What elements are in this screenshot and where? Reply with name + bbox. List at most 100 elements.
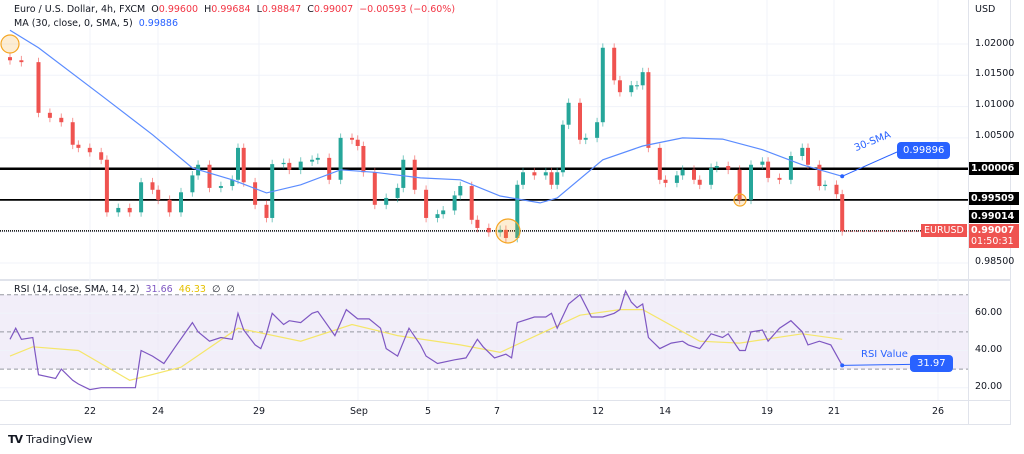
candle-body xyxy=(36,62,41,113)
candle-body xyxy=(578,102,582,140)
candle-body xyxy=(697,179,702,185)
candle-body xyxy=(401,159,406,188)
candle-body xyxy=(150,182,155,190)
time-tick: 21 xyxy=(827,406,841,417)
tradingview-logo[interactable]: TV TradingView xyxy=(8,433,93,446)
candle-body xyxy=(640,72,645,86)
candle-body xyxy=(8,57,12,61)
rsi-label: RSI (14, close, SMA, 14, 2) xyxy=(14,284,140,295)
candle-body xyxy=(441,210,446,215)
bottom-border xyxy=(0,424,1010,425)
sma-annotation-dot xyxy=(840,174,845,179)
highlight-circle xyxy=(0,34,20,54)
candle-body xyxy=(503,229,508,238)
candle-body xyxy=(635,85,639,87)
symbol-legend: Euro / U.S. Dollar, 4h, FXCM O0.99600 H0… xyxy=(14,4,455,15)
candle-body xyxy=(395,187,400,198)
candle-body xyxy=(458,186,463,196)
candle-body xyxy=(207,164,212,188)
candle-body xyxy=(435,214,440,218)
candle-body xyxy=(486,227,491,233)
rsi-legend[interactable]: RSI (14, close, SMA, 14, 2) 31.66 46.33 … xyxy=(14,284,235,295)
candle-body xyxy=(840,194,845,232)
candle-body xyxy=(350,137,354,140)
level-label-1: 1.00006 xyxy=(969,162,1019,175)
candle-body xyxy=(788,156,793,180)
candle-body xyxy=(355,139,360,146)
candle-body xyxy=(515,184,520,238)
candle-body xyxy=(59,117,64,123)
candle-body xyxy=(218,186,223,188)
candle-body xyxy=(412,159,417,190)
candle-body xyxy=(372,172,377,205)
candle-body xyxy=(583,137,588,140)
candle-body xyxy=(834,184,839,195)
candle-body xyxy=(680,169,685,176)
candle-body xyxy=(99,152,104,160)
highlight-circle xyxy=(733,193,747,207)
time-tick: 22 xyxy=(83,406,97,417)
candle-body xyxy=(167,199,172,213)
time-tick: 26 xyxy=(931,406,945,417)
candle-body xyxy=(179,192,183,213)
price-tick: 1.01500 xyxy=(975,68,1015,79)
sma-annotation-value: 0.99896 xyxy=(897,142,951,159)
time-axis-border xyxy=(0,400,1010,401)
candle-body xyxy=(139,182,144,213)
candle-body xyxy=(156,189,161,200)
candle-body xyxy=(549,172,554,185)
high-label: H xyxy=(204,4,212,15)
candle-body xyxy=(236,147,240,180)
rsi-extra-2: ∅ xyxy=(226,284,235,295)
candle-body xyxy=(817,164,822,187)
bar-countdown: 01:50:31 xyxy=(971,236,1014,247)
symbol-title: Euro / U.S. Dollar, 4h, FXCM xyxy=(14,4,146,15)
candle-body xyxy=(646,72,651,148)
candle-body xyxy=(657,147,662,180)
candle-body xyxy=(264,204,269,218)
rsi-ma-value: 46.33 xyxy=(178,284,206,295)
candle-body xyxy=(674,175,679,183)
candle-body xyxy=(338,137,343,180)
time-tick: 12 xyxy=(591,406,605,417)
ma-legend[interactable]: MA (30, close, 0, SMA, 5) 0.99886 xyxy=(14,18,178,29)
price-tick: 1.02000 xyxy=(975,38,1015,49)
candle-body xyxy=(800,147,805,157)
candle-body xyxy=(47,112,52,118)
candle-body xyxy=(532,172,537,176)
time-tick: 5 xyxy=(424,406,432,417)
close-label: C xyxy=(307,4,314,15)
level-label-3: 0.99014 xyxy=(969,210,1019,223)
low-label: L xyxy=(256,4,262,15)
current-price-label: 0.99007 01:50:31 xyxy=(969,224,1019,248)
candle-body xyxy=(87,147,92,153)
candle-body xyxy=(617,80,622,93)
candle-body xyxy=(612,47,617,81)
candle-body xyxy=(384,197,389,205)
current-price: 0.99007 xyxy=(971,225,1015,236)
level-label-2: 0.99509 xyxy=(969,192,1019,205)
candle-body xyxy=(806,147,810,165)
candle-body xyxy=(709,167,714,185)
candle-body xyxy=(777,177,782,180)
candle-body xyxy=(629,85,634,93)
candle-body xyxy=(253,182,258,205)
time-tick: Sep xyxy=(350,406,368,417)
candle-body xyxy=(327,157,332,180)
candle-body xyxy=(760,161,765,165)
rsi-ma-line xyxy=(9,309,843,381)
time-tick: 7 xyxy=(493,406,501,417)
ma-value: 0.99886 xyxy=(138,18,179,29)
candle-body xyxy=(475,219,480,228)
rsi-tick: 60.00 xyxy=(975,307,1003,318)
pane-separator xyxy=(0,279,1010,281)
candle-body xyxy=(19,60,24,63)
rsi-annotation-text: RSI Value xyxy=(861,349,908,360)
currency-label: USD xyxy=(975,4,996,15)
low-value: 0.98847 xyxy=(261,4,302,15)
candle-body xyxy=(555,172,560,185)
brand-text: TradingView xyxy=(26,433,93,446)
candle-body xyxy=(560,124,565,173)
rsi-line xyxy=(9,289,843,391)
